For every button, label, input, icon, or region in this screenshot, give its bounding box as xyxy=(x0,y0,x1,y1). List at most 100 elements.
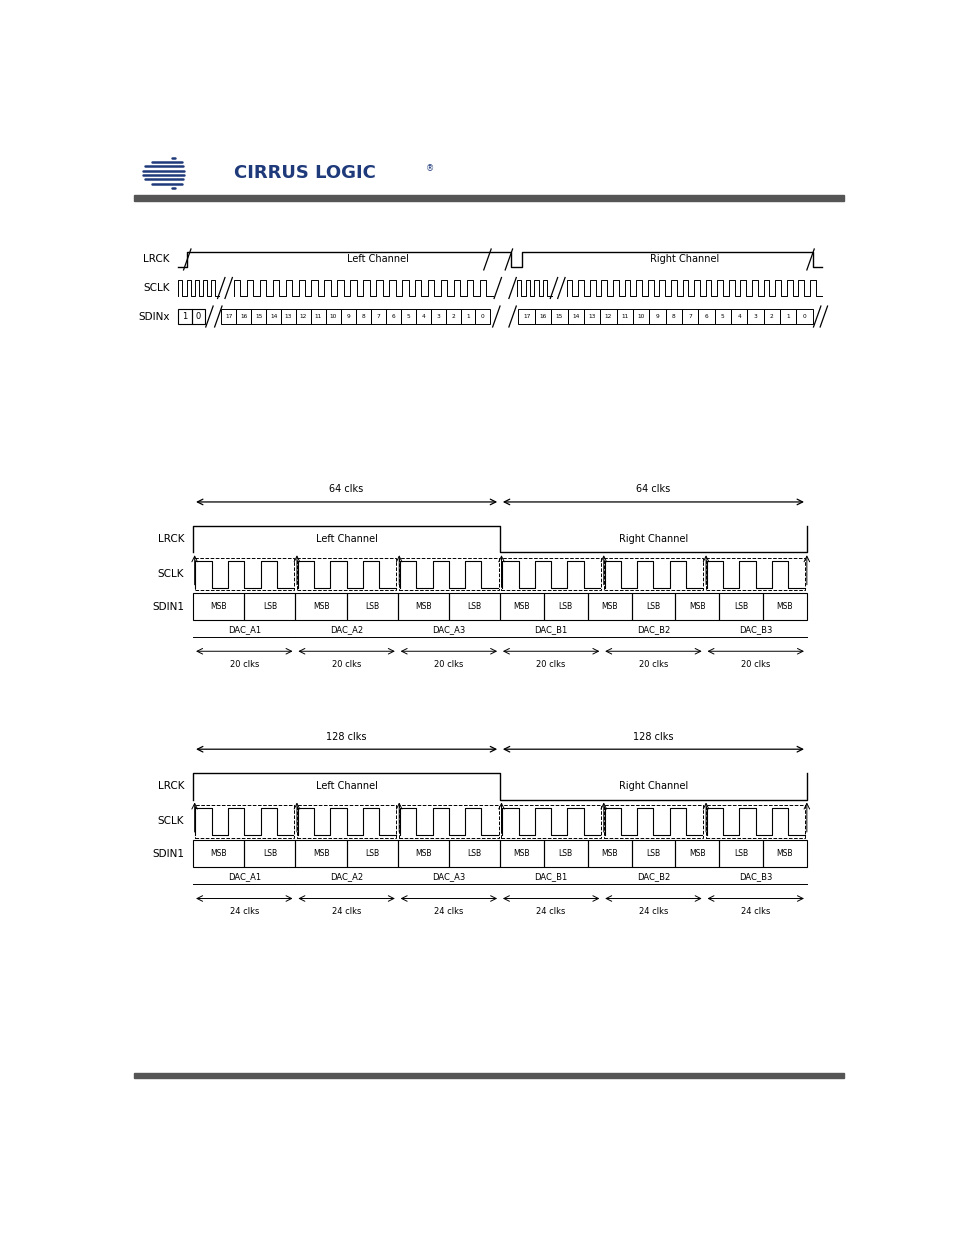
Text: 3: 3 xyxy=(436,314,439,319)
Text: MSB: MSB xyxy=(600,601,618,611)
Text: MSB: MSB xyxy=(513,601,530,611)
Text: LSB: LSB xyxy=(365,850,379,858)
Text: LSB: LSB xyxy=(558,601,572,611)
Text: 17: 17 xyxy=(225,314,233,319)
Bar xyxy=(583,309,599,324)
Text: 128 clks: 128 clks xyxy=(326,731,367,741)
Text: SCLK: SCLK xyxy=(157,569,184,579)
Text: DAC_A1: DAC_A1 xyxy=(228,872,260,881)
Text: Left Channel: Left Channel xyxy=(347,254,409,264)
Text: 11: 11 xyxy=(314,314,322,319)
Bar xyxy=(133,1073,842,1078)
Bar xyxy=(385,309,400,324)
Text: 4: 4 xyxy=(737,314,740,319)
Text: 24 clks: 24 clks xyxy=(230,908,258,916)
Text: 13: 13 xyxy=(588,314,595,319)
Bar xyxy=(665,309,681,324)
Text: 14: 14 xyxy=(572,314,578,319)
Text: LSB: LSB xyxy=(263,850,276,858)
Bar xyxy=(649,309,665,324)
Bar xyxy=(535,309,551,324)
Text: Right Channel: Right Channel xyxy=(650,254,719,264)
Bar xyxy=(266,309,281,324)
Bar xyxy=(475,309,490,324)
Text: 10: 10 xyxy=(637,314,644,319)
Text: 2: 2 xyxy=(769,314,773,319)
Text: SCLK: SCLK xyxy=(157,816,184,826)
Bar xyxy=(603,805,702,837)
Text: 2: 2 xyxy=(451,314,455,319)
Text: 0: 0 xyxy=(801,314,805,319)
Text: LSB: LSB xyxy=(646,601,659,611)
Text: 24 clks: 24 clks xyxy=(332,908,361,916)
Bar xyxy=(599,309,616,324)
Text: LSB: LSB xyxy=(646,850,659,858)
Text: 9: 9 xyxy=(655,314,659,319)
Bar xyxy=(714,309,730,324)
Text: DAC_A1: DAC_A1 xyxy=(228,625,260,634)
Text: SDINx: SDINx xyxy=(138,311,170,321)
Text: Right Channel: Right Channel xyxy=(618,782,687,792)
Text: 20 clks: 20 clks xyxy=(434,659,463,669)
Text: DAC_A2: DAC_A2 xyxy=(330,872,363,881)
Text: MSB: MSB xyxy=(513,850,530,858)
Text: MSB: MSB xyxy=(313,601,329,611)
Bar xyxy=(780,309,796,324)
Text: 14: 14 xyxy=(270,314,277,319)
Bar xyxy=(543,593,587,620)
Bar xyxy=(449,593,499,620)
Bar xyxy=(194,558,294,590)
Text: MSB: MSB xyxy=(776,850,792,858)
Text: 20 clks: 20 clks xyxy=(332,659,361,669)
Bar xyxy=(346,593,397,620)
Text: Left Channel: Left Channel xyxy=(315,782,377,792)
Bar xyxy=(295,841,346,867)
Text: Right Channel: Right Channel xyxy=(618,534,687,545)
Text: 15: 15 xyxy=(555,314,562,319)
Bar xyxy=(762,841,806,867)
Bar xyxy=(400,309,416,324)
Text: 5: 5 xyxy=(720,314,724,319)
Text: 10: 10 xyxy=(330,314,336,319)
Text: 4: 4 xyxy=(421,314,424,319)
Bar xyxy=(296,558,395,590)
Bar xyxy=(631,593,675,620)
Text: DAC_A3: DAC_A3 xyxy=(432,625,465,634)
Text: 0: 0 xyxy=(195,312,201,321)
Bar xyxy=(355,309,371,324)
Text: ®: ® xyxy=(426,164,434,174)
Bar xyxy=(460,309,475,324)
Text: DAC_B1: DAC_B1 xyxy=(534,625,567,634)
Bar xyxy=(251,309,266,324)
Text: 13: 13 xyxy=(285,314,292,319)
Bar xyxy=(631,841,675,867)
Bar xyxy=(681,309,698,324)
Text: 64 clks: 64 clks xyxy=(636,484,670,494)
Bar xyxy=(762,593,806,620)
Text: DAC_B2: DAC_B2 xyxy=(637,625,669,634)
Text: DAC_B2: DAC_B2 xyxy=(637,872,669,881)
Bar xyxy=(501,805,600,837)
Bar xyxy=(430,309,445,324)
Bar xyxy=(397,841,449,867)
Bar xyxy=(796,309,812,324)
Text: DAC_A3: DAC_A3 xyxy=(432,872,465,881)
Bar xyxy=(281,309,295,324)
Bar xyxy=(296,805,395,837)
Bar xyxy=(194,805,294,837)
Bar xyxy=(445,309,460,324)
Bar xyxy=(244,841,295,867)
Bar xyxy=(587,593,631,620)
Text: 8: 8 xyxy=(671,314,675,319)
Bar xyxy=(244,593,295,620)
Bar xyxy=(397,593,449,620)
Text: LSB: LSB xyxy=(467,601,481,611)
Text: 1: 1 xyxy=(785,314,789,319)
Text: 20 clks: 20 clks xyxy=(639,659,667,669)
Bar xyxy=(501,558,600,590)
Text: CIRRUS LOGIC: CIRRUS LOGIC xyxy=(233,164,375,182)
Text: 12: 12 xyxy=(604,314,612,319)
Text: MSB: MSB xyxy=(211,850,227,858)
Bar xyxy=(567,309,583,324)
Bar xyxy=(326,309,340,324)
